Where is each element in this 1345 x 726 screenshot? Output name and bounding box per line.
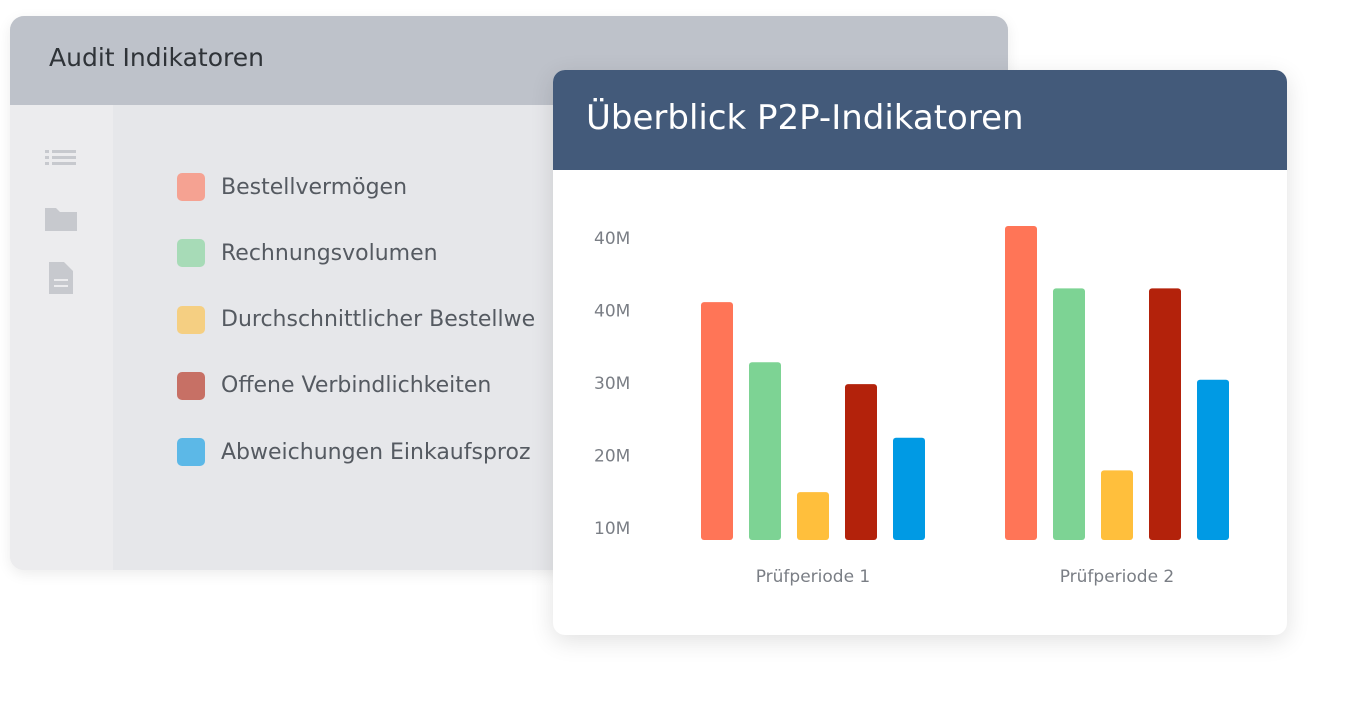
bar: [797, 492, 829, 540]
bar: [1197, 379, 1229, 540]
legend-label: Durchschnittlicher Bestellwe: [221, 307, 536, 333]
legend-swatch: [177, 305, 205, 334]
legend-swatch: [177, 438, 205, 467]
list-icon[interactable]: [45, 150, 76, 165]
legend-item: Durchschnittlicher Bestellwe: [177, 305, 535, 335]
folder-icon[interactable]: [45, 208, 77, 231]
legend-item: Offene Verbindlichkeiten: [177, 371, 491, 401]
legend-item: Rechnungsvolumen: [177, 238, 438, 268]
bar: [893, 437, 925, 540]
bar: [749, 362, 781, 540]
sidebar-icons: [45, 150, 77, 294]
chart-card: Überblick P2P-Indikatoren 40M 40M 30M 20M 10…: [553, 70, 1287, 635]
bar: [1053, 288, 1085, 540]
x-tick-label: Prüfperiode 2: [1060, 567, 1175, 587]
legend-item: Bestellvermögen: [177, 172, 407, 202]
y-tick-label: 20M: [594, 447, 630, 467]
card-header: Überblick P2P-Indikatoren: [553, 70, 1287, 170]
legend-label: Rechnungsvolumen: [221, 240, 438, 266]
bar: [845, 384, 877, 540]
legend-item: Abweichungen Einkaufsproz: [177, 437, 531, 467]
chart: 40M 40M 30M 20M 10M Prüfperiode 1 Prüfperiode …: [594, 225, 1229, 587]
x-tick-label: Prüfperiode 1: [756, 567, 871, 587]
chart-title: Überblick P2P-Indikatoren: [586, 98, 1024, 138]
panel-title: Audit Indikatoren: [49, 43, 264, 72]
legend-label: Bestellvermögen: [221, 174, 408, 200]
legend-swatch: [177, 371, 205, 400]
bar: [1149, 288, 1181, 540]
bar: [701, 302, 733, 540]
y-tick-label: 40M: [594, 229, 630, 249]
document-icon[interactable]: [49, 262, 73, 294]
y-tick-label: 40M: [594, 302, 630, 322]
y-tick-label: 10M: [594, 519, 630, 539]
legend-label: Abweichungen Einkaufsproz: [221, 439, 531, 465]
y-tick-label: 30M: [594, 374, 630, 394]
legend-label: Offene Verbindlichkeiten: [221, 373, 492, 399]
legend-swatch: [177, 239, 205, 268]
bar: [1101, 470, 1133, 540]
legend-swatch: [177, 173, 205, 201]
sidebar: [10, 105, 113, 570]
bar: [1005, 225, 1037, 541]
